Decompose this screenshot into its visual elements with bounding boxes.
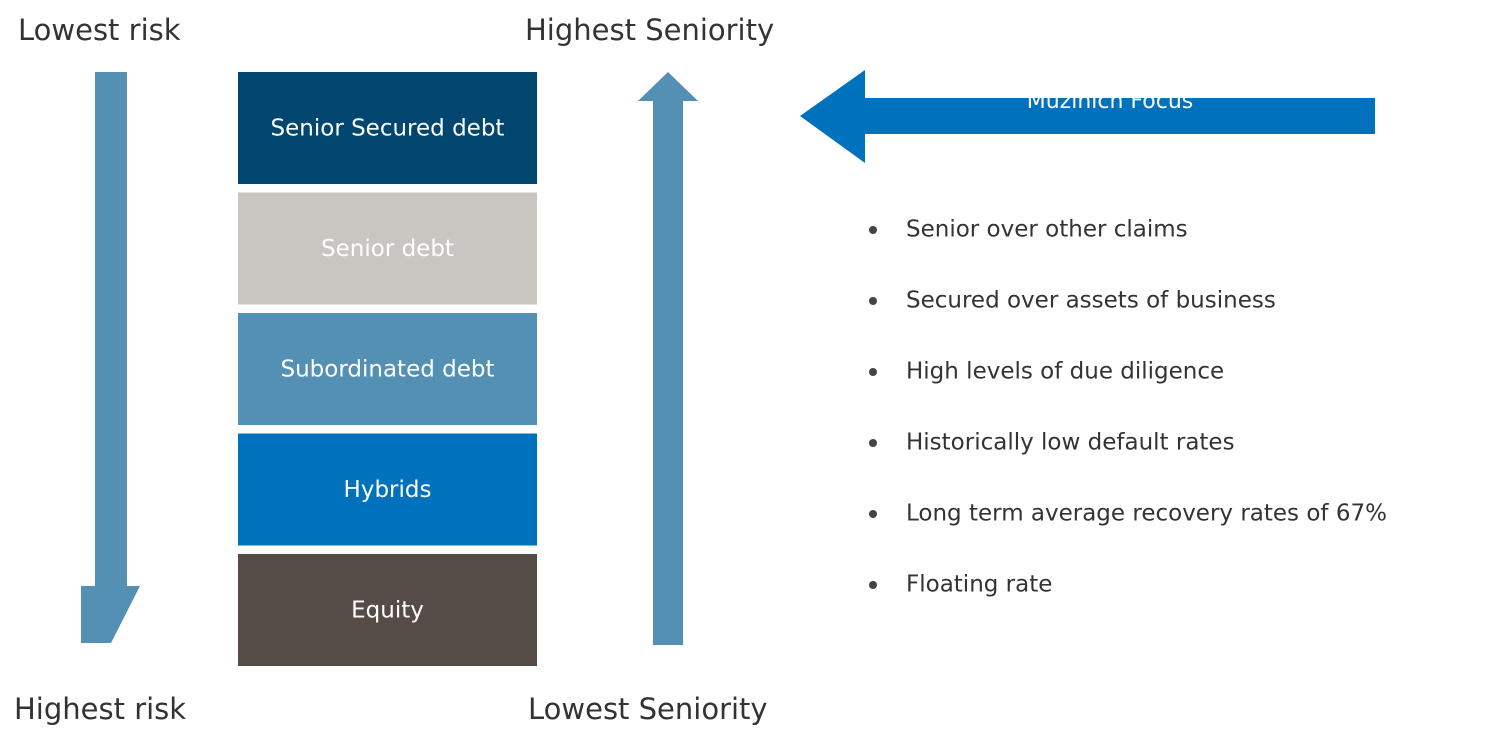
bullet-text: Secured over assets of business [906,288,1276,314]
label: Highest Seniority [525,13,774,47]
stack-label: Hybrids [344,477,432,503]
stack-block [238,554,537,666]
label: Highest risk [14,692,186,726]
stack-block [238,313,537,425]
bullet [869,510,877,518]
bullet [869,368,877,376]
bullet [869,439,877,447]
bullet-text: Floating rate [906,572,1052,598]
label: Lowest Seniority [528,692,768,726]
bullet [869,581,877,589]
stack-block [238,433,537,546]
focus-arrow [800,70,1375,163]
label: Lowest risk [18,13,181,47]
down-arrow [81,72,140,643]
bullet-text: Senior over other claims [906,217,1188,243]
bullet-text: Long term average recovery rates of 67% [906,501,1387,527]
bullet-text: Historically low default rates [906,430,1235,456]
stack-block [238,72,537,184]
bullet-text: High levels of due diligence [906,359,1224,385]
stack-label: Senior Secured debt [271,116,505,142]
up-arrow [638,72,698,645]
stack-label: Subordinated debt [280,357,494,383]
stack-block [238,192,537,305]
bullet [869,297,877,305]
focus-label: Muzinich Focus [1027,89,1194,114]
stack-label: Equity [351,598,424,624]
stack-label: Senior debt [321,236,454,262]
bullet [869,226,877,234]
